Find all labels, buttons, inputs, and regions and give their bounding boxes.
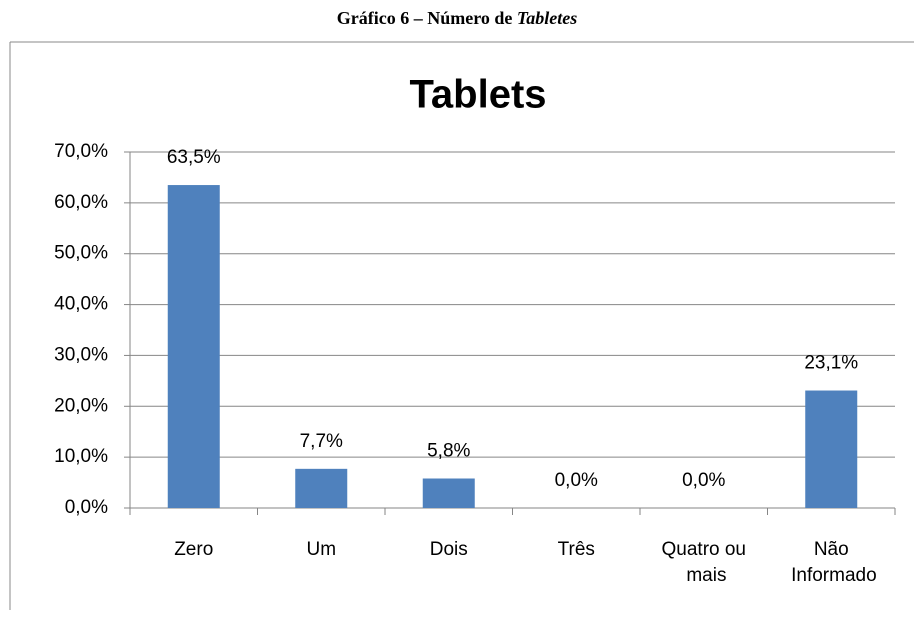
y-tick-label: 20,0% <box>54 395 108 416</box>
y-tick-label: 40,0% <box>54 294 108 315</box>
y-tick-label: 70,0% <box>54 141 108 162</box>
y-tick-label: 10,0% <box>54 446 108 467</box>
y-tick-label: 0,0% <box>65 497 108 518</box>
value-label: 0,0% <box>682 470 725 491</box>
bar <box>805 390 858 508</box>
x-tick-label: Três <box>558 539 595 560</box>
value-label: 7,7% <box>300 431 343 452</box>
y-tick-label: 60,0% <box>54 192 108 213</box>
x-tick-label: Dois <box>430 539 468 560</box>
y-tick-label: 50,0% <box>54 243 108 264</box>
chart-title: Tablets <box>409 73 546 117</box>
x-tick-label: Zero <box>174 539 213 560</box>
bar <box>422 478 475 508</box>
value-label: 5,8% <box>427 441 470 462</box>
bar <box>167 185 220 509</box>
caption: Gráfico 6 – Número de Tabletes <box>337 8 577 28</box>
value-label: 23,1% <box>804 353 858 374</box>
value-label: 63,5% <box>167 147 221 168</box>
x-tick-label: Não Informado <box>786 539 877 586</box>
x-tick-label: Quatro ou mais <box>662 539 747 586</box>
x-tick-label: Um <box>306 539 336 560</box>
caption-emphasis: Tabletes <box>517 8 577 28</box>
y-tick-label: 30,0% <box>54 344 108 365</box>
value-label: 0,0% <box>555 470 598 491</box>
caption-text: Gráfico 6 – Número de <box>337 8 513 28</box>
bar <box>295 468 348 508</box>
